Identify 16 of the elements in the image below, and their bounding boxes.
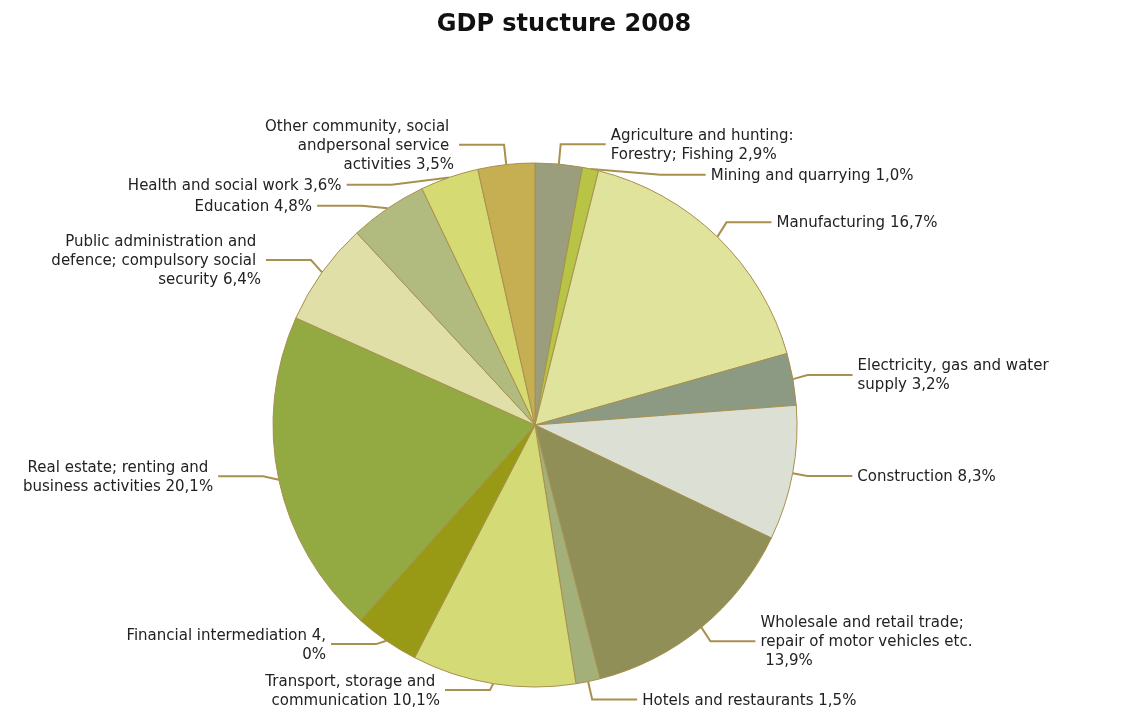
slice-label: Public administration and defence; compulsory social security 6,4% <box>51 232 262 289</box>
data-label: 13,9% <box>760 651 813 670</box>
slice-label: Wholesale and retail trade; repair of motor vehicles etc. <box>760 613 973 651</box>
slice-label: Health and social work 3,6% <box>127 175 342 194</box>
slice-label: Construction 8,3% <box>857 466 996 485</box>
slice-label: Agriculture and hunting: Forestry; Fishing 2,9% <box>610 125 799 163</box>
slice-label: Real estate; renting and business activities 20,1% <box>22 457 214 495</box>
slice-label: Financial intermediation 4,0% <box>126 625 327 663</box>
slice-label: Transport, storage and communication 10,1% <box>264 671 441 709</box>
slice-label: Other community, social andpersonal service activities 3,5% <box>265 116 455 173</box>
slice-label: Education 4,8% <box>194 196 313 215</box>
slice-label: Mining and quarrying 1,0% <box>710 165 914 184</box>
slice-label: Hotels and restaurants 1,5% <box>642 690 857 709</box>
chart-title: GDP stucture 2008 <box>436 9 692 37</box>
slice-label: Electricity, gas and water supply 3,2% <box>857 356 1054 394</box>
slice-label: Manufacturing 16,7% <box>776 213 938 232</box>
